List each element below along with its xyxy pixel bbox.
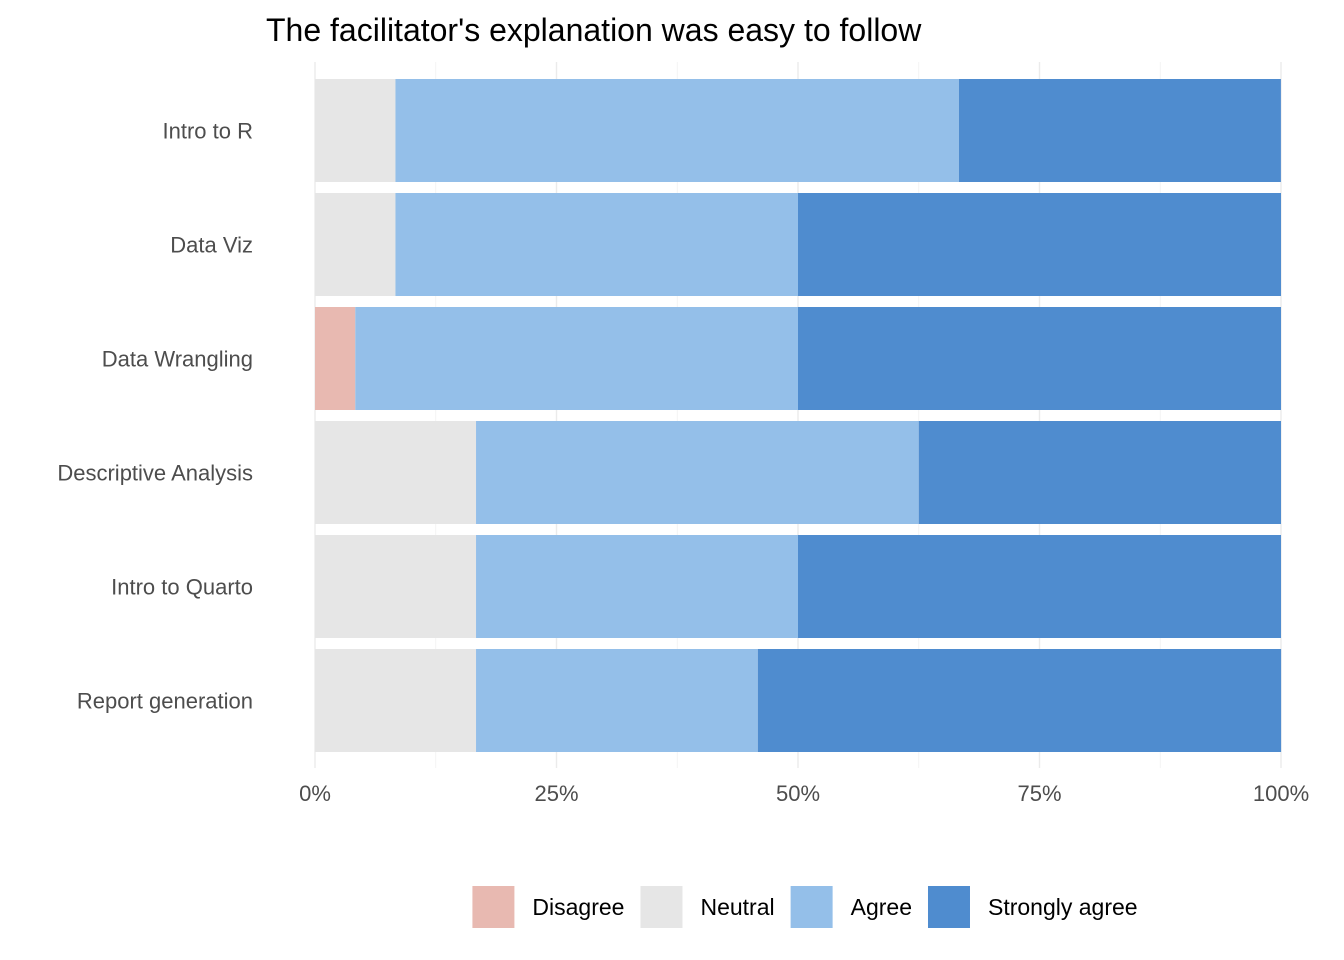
category-label: Descriptive Analysis xyxy=(57,461,253,486)
bar-segment-neutral xyxy=(315,193,396,296)
legend-label: Neutral xyxy=(700,894,774,920)
legend: Disagree Neutral Agree Strongly agree xyxy=(472,886,1138,928)
bar-segment-neutral xyxy=(315,649,477,752)
bar-segment-strongly-agree xyxy=(798,535,1281,638)
category-label: Data Wrangling xyxy=(102,347,253,372)
legend-label: Strongly agree xyxy=(988,894,1138,920)
x-tick-label: 50% xyxy=(776,781,820,806)
category-label: Intro to Quarto xyxy=(111,575,253,600)
bar-segment-agree xyxy=(395,79,959,182)
bar-segment-agree xyxy=(476,649,758,752)
bar-segment-strongly-agree xyxy=(757,649,1282,752)
legend-key xyxy=(790,886,833,928)
x-tick-label: 25% xyxy=(534,781,578,806)
category-label: Intro to R xyxy=(163,119,253,144)
bar-segment-strongly-agree xyxy=(918,421,1281,524)
bar-segment-strongly-agree xyxy=(798,307,1281,410)
bar-segment-neutral xyxy=(315,421,477,524)
bar-segment-neutral xyxy=(315,535,477,638)
bar-segment-strongly-agree xyxy=(798,193,1281,296)
category-labels: Intro to R Data Viz Data Wrangling Descript… xyxy=(57,119,253,714)
bar-segment-strongly-agree xyxy=(958,79,1281,182)
legend-label: Agree xyxy=(851,894,912,920)
legend-key xyxy=(927,886,970,928)
legend-item-neutral: Neutral xyxy=(640,886,775,928)
chart-title: The facilitator's explanation was easy t… xyxy=(266,12,922,48)
legend-key xyxy=(640,886,683,928)
x-axis-tick-labels: 0% 25% 50% 75% 100% xyxy=(299,781,1309,806)
bar-segment-agree xyxy=(476,535,798,638)
legend-item-disagree: Disagree xyxy=(472,886,624,928)
bar-segment-neutral xyxy=(315,79,396,182)
x-tick-label: 0% xyxy=(299,781,331,806)
category-label: Data Viz xyxy=(170,233,253,258)
bar-segment-disagree xyxy=(315,307,356,410)
legend-item-agree: Agree xyxy=(790,886,912,928)
bar-segment-agree xyxy=(395,193,798,296)
x-tick-label: 75% xyxy=(1017,781,1061,806)
bar-segment-agree xyxy=(476,421,919,524)
x-tick-label: 100% xyxy=(1253,781,1309,806)
legend-item-strongly-agree: Strongly agree xyxy=(927,886,1138,928)
legend-label: Disagree xyxy=(532,894,624,920)
category-label: Report generation xyxy=(77,689,253,714)
legend-key xyxy=(472,886,515,928)
bar-segment-agree xyxy=(355,307,798,410)
bars xyxy=(315,79,1282,752)
